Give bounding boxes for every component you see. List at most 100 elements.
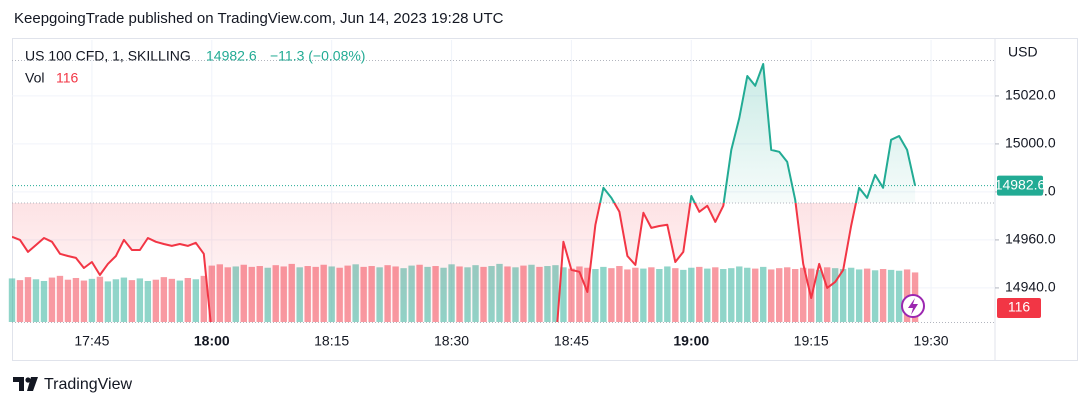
- volume-bar: [680, 269, 687, 322]
- volume-bar: [592, 269, 599, 322]
- volume-bar: [648, 267, 655, 322]
- x-tick-label: 19:00: [673, 333, 709, 349]
- volume-bar: [847, 267, 855, 322]
- volume-bar: [624, 269, 631, 322]
- volume-bar: [839, 269, 847, 322]
- x-tick-label: 18:30: [434, 333, 469, 349]
- volume-bar: [855, 269, 863, 322]
- volume-bar: [48, 277, 56, 322]
- volume-bar: [128, 280, 136, 322]
- volume-bar: [784, 267, 791, 322]
- volume-bar: [744, 267, 751, 322]
- volume-bar: [136, 278, 144, 322]
- volume-bar: [152, 279, 160, 322]
- y-tick-label: 14940.0: [1005, 279, 1056, 295]
- volume-bar: [24, 277, 32, 322]
- volume-bar: [879, 269, 887, 322]
- baseline-fill: [12, 64, 916, 322]
- footer-brand: TradingView: [44, 376, 132, 393]
- volume-bar: [40, 280, 48, 322]
- plot: [8, 40, 995, 322]
- volume-bar: [688, 267, 695, 322]
- volume-bar: [32, 279, 40, 322]
- frame: [12, 38, 1078, 361]
- volume-bar: [656, 269, 663, 322]
- volume-bar: [560, 267, 567, 322]
- x-tick-label: 18:45: [554, 333, 589, 349]
- volume-bar: [64, 279, 72, 322]
- volume-bar: [96, 276, 104, 322]
- volume-bar: [736, 266, 743, 322]
- volume-bar: [120, 277, 128, 322]
- x-tick-label: 17:45: [74, 333, 109, 349]
- volume-bar: [887, 269, 895, 322]
- volume-bar: [16, 280, 24, 322]
- volume-bar: [632, 267, 639, 322]
- volume-bar: [600, 266, 607, 322]
- volume-bar: [664, 266, 671, 322]
- volume-bar: [640, 268, 647, 322]
- volume-bar: [616, 266, 623, 322]
- volume-bar: [871, 270, 879, 322]
- volume-bar: [608, 268, 615, 322]
- volume-bar: [160, 277, 168, 322]
- y-tick-label: 15000.0: [1005, 135, 1056, 151]
- volume-bar: [80, 280, 88, 322]
- volume-bar: [176, 280, 184, 322]
- volume-bar: [72, 277, 80, 322]
- volume-bar: [56, 275, 64, 322]
- volume-bar: [88, 278, 96, 322]
- tv-logo: [13, 377, 38, 391]
- volume-bar: [768, 269, 775, 322]
- volume-bar: [672, 268, 679, 322]
- price-label-box: [997, 175, 1043, 196]
- price-label: 14982.6: [995, 176, 1046, 192]
- x-tick-label: 19:15: [794, 333, 829, 349]
- lightning-glyph: [908, 298, 918, 315]
- x-tick-label: 18:15: [314, 333, 349, 349]
- volume-bar: [831, 268, 839, 322]
- volume-bar: [584, 267, 591, 322]
- volume-bar: [760, 266, 767, 322]
- volume-bar: [112, 279, 120, 322]
- legend-price: 14982.6: [206, 48, 257, 64]
- volume-bar: [815, 269, 823, 322]
- volume-axis-label: 116: [1008, 299, 1031, 315]
- volume-bar: [104, 281, 112, 322]
- volume-bar: [863, 268, 871, 322]
- volume-bar: [200, 275, 208, 322]
- volume-bar: [792, 269, 799, 322]
- volume-bar: [720, 269, 727, 322]
- legend-change: −11.3 (−0.08%): [270, 48, 365, 64]
- price-layer: [12, 63, 995, 322]
- volume-bar: [192, 279, 200, 322]
- legend-volume: 116: [56, 70, 79, 86]
- volume-bar: [168, 278, 176, 322]
- volume-label-box: [997, 298, 1041, 318]
- volume-bar: [568, 268, 575, 322]
- volume-bar: [776, 268, 783, 322]
- volume-bar: [712, 267, 719, 322]
- volume-bar: [8, 278, 16, 322]
- volume-bar: [144, 280, 152, 322]
- y-tick-label: 15020.0: [1005, 87, 1056, 103]
- volume-bar: [576, 266, 583, 322]
- x-tick-label: 18:00: [194, 333, 230, 349]
- y-tick-label: 14960.0: [1005, 231, 1056, 247]
- volume-bar: [696, 266, 703, 322]
- header: KeepgoingTrade published on TradingView.…: [14, 10, 504, 27]
- volume-bar: [823, 267, 831, 322]
- volume-bar: [752, 268, 759, 322]
- volume-bar: [704, 268, 711, 322]
- volume-bar: [799, 267, 807, 322]
- volume-bar: [184, 277, 192, 322]
- price-line: [12, 63, 917, 322]
- volume-bar: [728, 268, 735, 322]
- currency: USD: [1008, 44, 1038, 60]
- volume-label: Vol: [25, 70, 44, 86]
- symbol: US 100 CFD, 1, SKILLING: [25, 48, 191, 64]
- volume-bar: [895, 270, 903, 322]
- x-tick-label: 19:30: [914, 333, 949, 349]
